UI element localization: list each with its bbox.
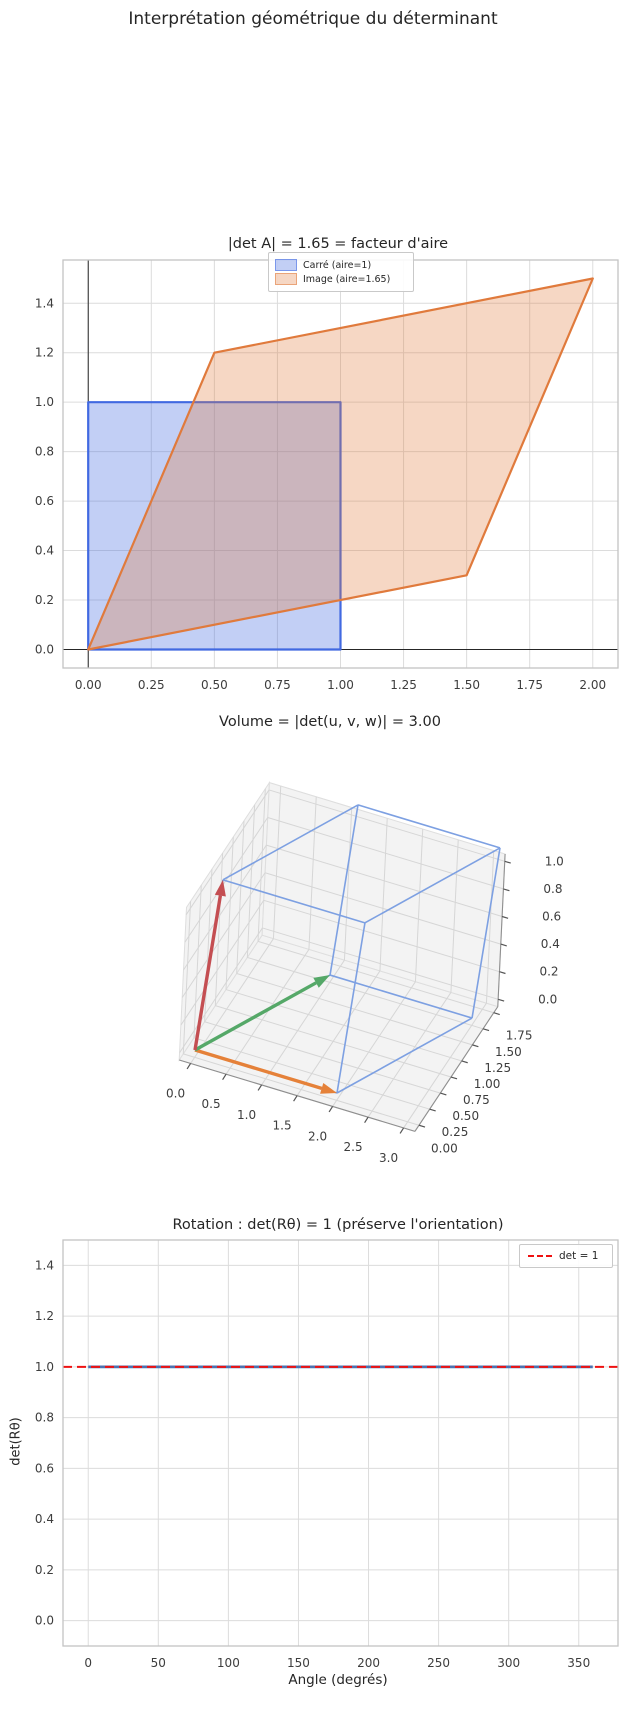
svg-text:0.0: 0.0: [35, 1614, 54, 1628]
svg-text:0.4: 0.4: [35, 1512, 54, 1526]
svg-text:3.0: 3.0: [379, 1151, 398, 1165]
subplot3-plot: 0 50 100 150 200 250 300 350 0.0 0.2 0.4 0.6 0.8 1.0 1…: [35, 1239, 619, 1670]
svg-text:1.75: 1.75: [506, 1029, 533, 1043]
svg-text:1.0: 1.0: [35, 1360, 54, 1374]
subplot2-title: Volume = |det(u, v, w)| = 3.00: [219, 714, 441, 730]
svg-text:50: 50: [151, 1656, 166, 1670]
subplot3-title: Rotation : det(Rθ) = 1 (préserve l'orien…: [172, 1217, 504, 1233]
svg-text:0.00: 0.00: [75, 678, 102, 692]
square-legend-label: Carré (aire=1): [303, 259, 372, 271]
subplot2-plot3d: 0.0 0.5 1.0 1.5 2.0 2.5 3.0 0.00 0.25 0.50 0.75 1.0…: [166, 780, 564, 1165]
subplot1-title: |det A| = 1.65 = facteur d'aire: [227, 236, 449, 252]
dashed-line-swatch: [528, 1255, 552, 1257]
svg-text:1.50: 1.50: [453, 678, 480, 692]
svg-text:0.0: 0.0: [538, 992, 557, 1006]
subplot3-ylabel: det(Rθ): [8, 1417, 24, 1466]
svg-text:0.2: 0.2: [35, 593, 54, 607]
legend-item-image: Image (aire=1.65): [275, 273, 407, 285]
svg-text:1.75: 1.75: [516, 678, 543, 692]
svg-text:0.2: 0.2: [35, 1563, 54, 1577]
svg-text:250: 250: [427, 1656, 450, 1670]
square-swatch: [275, 259, 297, 271]
svg-text:0.2: 0.2: [539, 965, 558, 979]
svg-text:0.25: 0.25: [442, 1125, 469, 1139]
svg-text:0.25: 0.25: [138, 678, 165, 692]
svg-text:0.4: 0.4: [35, 544, 54, 558]
svg-text:1.2: 1.2: [35, 1309, 54, 1323]
subplot3-legend: det = 1: [519, 1244, 613, 1268]
svg-text:1.4: 1.4: [35, 296, 54, 310]
svg-text:0.00: 0.00: [431, 1141, 458, 1155]
svg-text:1.0: 1.0: [35, 395, 54, 409]
image-swatch: [275, 273, 297, 285]
subplot1-legend: Carré (aire=1) Image (aire=1.65): [268, 252, 414, 292]
svg-text:0.0: 0.0: [166, 1086, 185, 1100]
svg-text:0.6: 0.6: [542, 910, 561, 924]
svg-text:0: 0: [84, 1656, 92, 1670]
svg-text:0.50: 0.50: [201, 678, 228, 692]
svg-text:150: 150: [287, 1656, 310, 1670]
svg-text:300: 300: [497, 1656, 520, 1670]
subplot1-plot: 0.00 0.25 0.50 0.75 1.00 1.25 1.50 1.75 2.00 0.0 0…: [35, 259, 619, 692]
svg-text:1.0: 1.0: [545, 854, 564, 868]
svg-text:1.2: 1.2: [35, 346, 54, 360]
svg-text:0.8: 0.8: [35, 445, 54, 459]
svg-text:1.4: 1.4: [35, 1258, 54, 1272]
svg-text:1.25: 1.25: [390, 678, 417, 692]
svg-text:0.5: 0.5: [202, 1097, 221, 1111]
svg-text:1.00: 1.00: [327, 678, 354, 692]
svg-text:100: 100: [217, 1656, 240, 1670]
svg-text:0.4: 0.4: [541, 937, 560, 951]
svg-text:1.5: 1.5: [273, 1119, 292, 1133]
svg-text:0.75: 0.75: [463, 1093, 490, 1107]
svg-text:1.50: 1.50: [495, 1045, 522, 1059]
svg-text:2.0: 2.0: [308, 1129, 327, 1143]
svg-text:0.8: 0.8: [35, 1411, 54, 1425]
svg-text:0.6: 0.6: [35, 494, 54, 508]
svg-text:2.00: 2.00: [579, 678, 606, 692]
image-legend-label: Image (aire=1.65): [303, 273, 391, 285]
svg-text:0.8: 0.8: [543, 882, 562, 896]
svg-text:1.25: 1.25: [484, 1061, 511, 1075]
svg-text:1.0: 1.0: [237, 1108, 256, 1122]
svg-text:1.00: 1.00: [474, 1077, 501, 1091]
figure-suptitle: Interprétation géométrique du déterminan…: [128, 9, 498, 29]
svg-text:2.5: 2.5: [344, 1140, 363, 1154]
svg-text:350: 350: [567, 1656, 590, 1670]
det-legend-label: det = 1: [559, 1250, 599, 1262]
svg-text:0.6: 0.6: [35, 1461, 54, 1475]
legend-item-square: Carré (aire=1): [275, 259, 407, 271]
svg-text:0.75: 0.75: [264, 678, 291, 692]
subplot3-xlabel: Angle (degrés): [288, 1672, 388, 1688]
svg-text:200: 200: [357, 1656, 380, 1670]
svg-text:0.0: 0.0: [35, 642, 54, 656]
svg-text:0.50: 0.50: [452, 1109, 479, 1123]
